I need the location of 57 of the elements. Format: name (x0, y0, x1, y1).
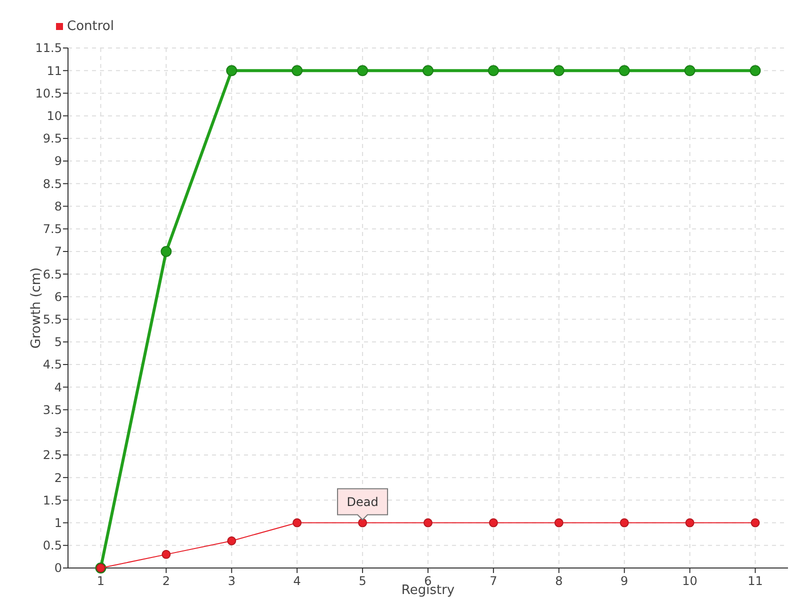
y-tick-label: 9.5 (42, 132, 62, 146)
point (554, 518, 564, 528)
point (292, 518, 302, 528)
point (226, 65, 238, 76)
y-tick-label: 5.5 (42, 312, 62, 327)
y-tick-label: 8.5 (42, 176, 62, 191)
y-tick-label: 3.5 (42, 402, 62, 417)
y-tick-label: 10 (46, 109, 62, 124)
point (488, 65, 499, 76)
point (422, 65, 434, 76)
y-tick-label: 2 (54, 470, 62, 485)
x-tick-label: 3 (228, 574, 236, 588)
point (227, 536, 236, 546)
point (620, 518, 629, 528)
point (358, 518, 368, 528)
y-tick-label: 3 (54, 426, 62, 440)
y-tick-label: 0 (54, 561, 62, 576)
y-tick-label: 8 (54, 199, 62, 214)
y-tick-label: 7 (54, 244, 62, 259)
y-tick-label: 7.5 (42, 222, 62, 236)
x-tick-label: 4 (293, 574, 301, 588)
point (684, 65, 696, 76)
point (685, 518, 694, 528)
y-tick-label: 0.5 (42, 538, 62, 553)
point (618, 65, 630, 76)
y-tick-label: 1.5 (42, 493, 62, 508)
point (357, 65, 368, 76)
x-tick-label: 10 (682, 574, 698, 588)
y-tick-label: 11 (46, 64, 62, 78)
point (162, 550, 171, 559)
y-tick-label: 10.5 (35, 86, 62, 100)
point (750, 518, 760, 528)
point (424, 518, 432, 528)
y-tick-label: 1 (54, 516, 62, 530)
y-tick-label: 2.5 (42, 448, 62, 462)
point (750, 65, 761, 76)
x-tick-label: 9 (620, 574, 628, 588)
point (488, 518, 498, 528)
x-tick-label: 1 (96, 574, 105, 588)
y-tick-label: 5 (54, 335, 62, 350)
y-tick-label: 9 (54, 154, 62, 168)
x-tick-label: 11 (748, 574, 763, 588)
y-tick-label: 4.5 (42, 358, 62, 372)
point (553, 65, 564, 76)
point (160, 246, 172, 257)
y-tick-label: 11.5 (35, 41, 62, 56)
legend-label: Control (67, 19, 114, 34)
y-tick-label: 6 (54, 290, 62, 304)
y-axis-title: Growth (cm) (29, 267, 44, 349)
x-tick-label: 5 (358, 574, 366, 588)
y-tick-label: 6.5 (42, 267, 62, 282)
y-tick-label: 4 (54, 380, 62, 394)
x-tick-label: 7 (490, 574, 498, 588)
x-tick-label: 8 (555, 574, 563, 588)
annotation: Dead (346, 494, 378, 509)
point (292, 65, 303, 76)
x-tick-label: 2 (162, 574, 170, 588)
